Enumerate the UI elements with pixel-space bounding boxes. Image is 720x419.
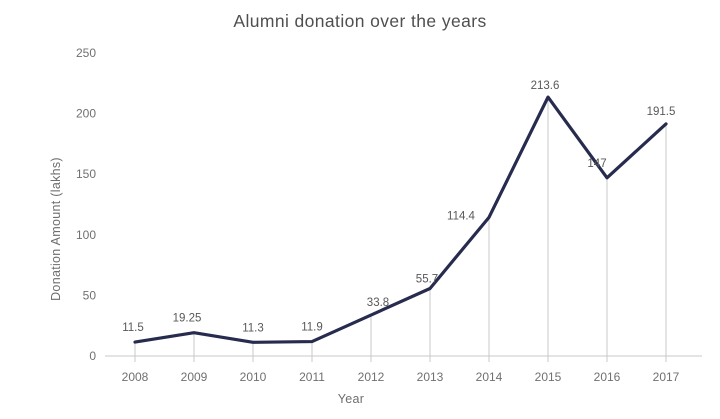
chart-title: Alumni donation over the years [233,11,487,31]
data-point-label: 19.25 [173,313,202,325]
y-tick-label: 50 [83,288,97,302]
data-point-label: 33.8 [367,297,389,309]
x-tick-label: 2017 [653,370,680,384]
x-tick-label: 2008 [122,370,149,384]
data-point-label: 147 [587,158,606,170]
x-tick-label: 2011 [299,370,325,384]
x-tick-label: 2009 [181,370,208,384]
data-point-label: 11.9 [301,322,323,334]
x-axis-title: Year [337,392,365,406]
x-tick-label: 2016 [594,370,621,384]
data-point-label: 213.6 [531,80,560,92]
y-tick-label: 150 [76,167,96,181]
data-point-label: 114.4 [447,210,476,222]
x-tick-label: 2014 [476,370,503,384]
x-tick-label: 2015 [535,370,562,384]
data-point-label: 191.5 [647,106,676,118]
y-tick-label: 0 [89,349,96,363]
y-tick-label: 250 [76,46,96,60]
y-tick-label: 200 [76,107,96,121]
data-point-label: 11.3 [242,322,264,334]
x-tick-label: 2010 [240,370,267,384]
data-point-label: 55.7 [416,273,438,285]
series-line [133,95,668,344]
y-tick-label: 100 [76,228,96,242]
x-tick-label: 2013 [417,370,444,384]
data-point-label: 11.5 [122,322,144,334]
x-tick-label: 2012 [358,370,385,384]
